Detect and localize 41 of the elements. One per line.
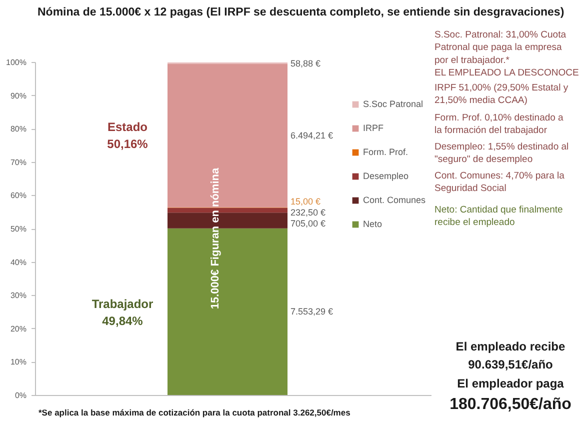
y-tick-label: 20%: [10, 324, 27, 334]
annotation: 58,88 €: [290, 58, 321, 68]
legend-label: S.Soc Patronal: [363, 99, 424, 109]
y-tick-label: 10%: [10, 358, 27, 367]
text: 180.706,50€/año: [450, 396, 572, 413]
annotation: 7.553,29 €: [290, 306, 334, 316]
chart-title: Nómina de 15.000€ x 12 pagas (El IRPF se descuenta completo, se entiende sin desgravaciones): [38, 6, 564, 18]
text: 90.639,51€/año: [468, 358, 553, 372]
text: El empleado recibe: [456, 340, 566, 354]
y-tick-label: 40%: [10, 258, 27, 267]
bar: [168, 228, 288, 396]
y-tick-label: 100%: [6, 58, 27, 67]
y-tick-label: 0%: [14, 391, 26, 400]
text: IRPF 51,00% (29,50% Estatal y 21,50% media CCAA): [434, 82, 568, 106]
annotation: Estado 50,16%: [107, 120, 148, 151]
text: El empleador paga: [457, 376, 564, 390]
annotation: Trabajador 49,84%: [92, 297, 154, 328]
bar: [168, 212, 288, 228]
y-tick-label: 50%: [10, 224, 27, 234]
y-tick-label: 90%: [10, 91, 27, 100]
bar: [168, 64, 288, 208]
legend-label: Form. Prof.: [363, 147, 408, 157]
annotation: 705,00 €: [290, 218, 326, 228]
y-tick-label: 60%: [10, 191, 27, 200]
y-tick-label: 70%: [10, 158, 27, 167]
legend-label: Desempleo: [363, 171, 409, 181]
text: *Se aplica la base máxima de cotización para la cuota patronal 3.262,50€/mes: [38, 408, 351, 418]
y-tick-label: 80%: [10, 124, 27, 134]
text: Form. Prof. 0,10% destinado a la formación del trabajador: [434, 112, 564, 136]
text: S.Soc. Patronal: 31,00% Cuota Patronal que paga la empresa por el trabajador.* EL EMPLEADO LA DESCONOCE: [434, 30, 579, 78]
annotation: 232,50 €: [290, 208, 326, 218]
legend-label: Neto: [363, 219, 383, 229]
legend-label: IRPF: [363, 123, 384, 133]
y-tick-label: 30%: [10, 291, 27, 300]
annotation: 15,00 €: [290, 196, 321, 206]
annotation: 15.000€ Figuran en nómina: [210, 167, 222, 310]
text: Cont. Comunes: 4,70% para la Seguridad Social: [434, 170, 566, 194]
text: Desempleo: 1,55% destinado al "seguro" de desempleo: [434, 142, 569, 166]
annotation: 6.494,21 €: [290, 130, 334, 140]
text: Neto: Cantidad que finalmente recibe el empleado: [434, 204, 563, 228]
legend-label: Cont. Comunes: [363, 195, 426, 205]
